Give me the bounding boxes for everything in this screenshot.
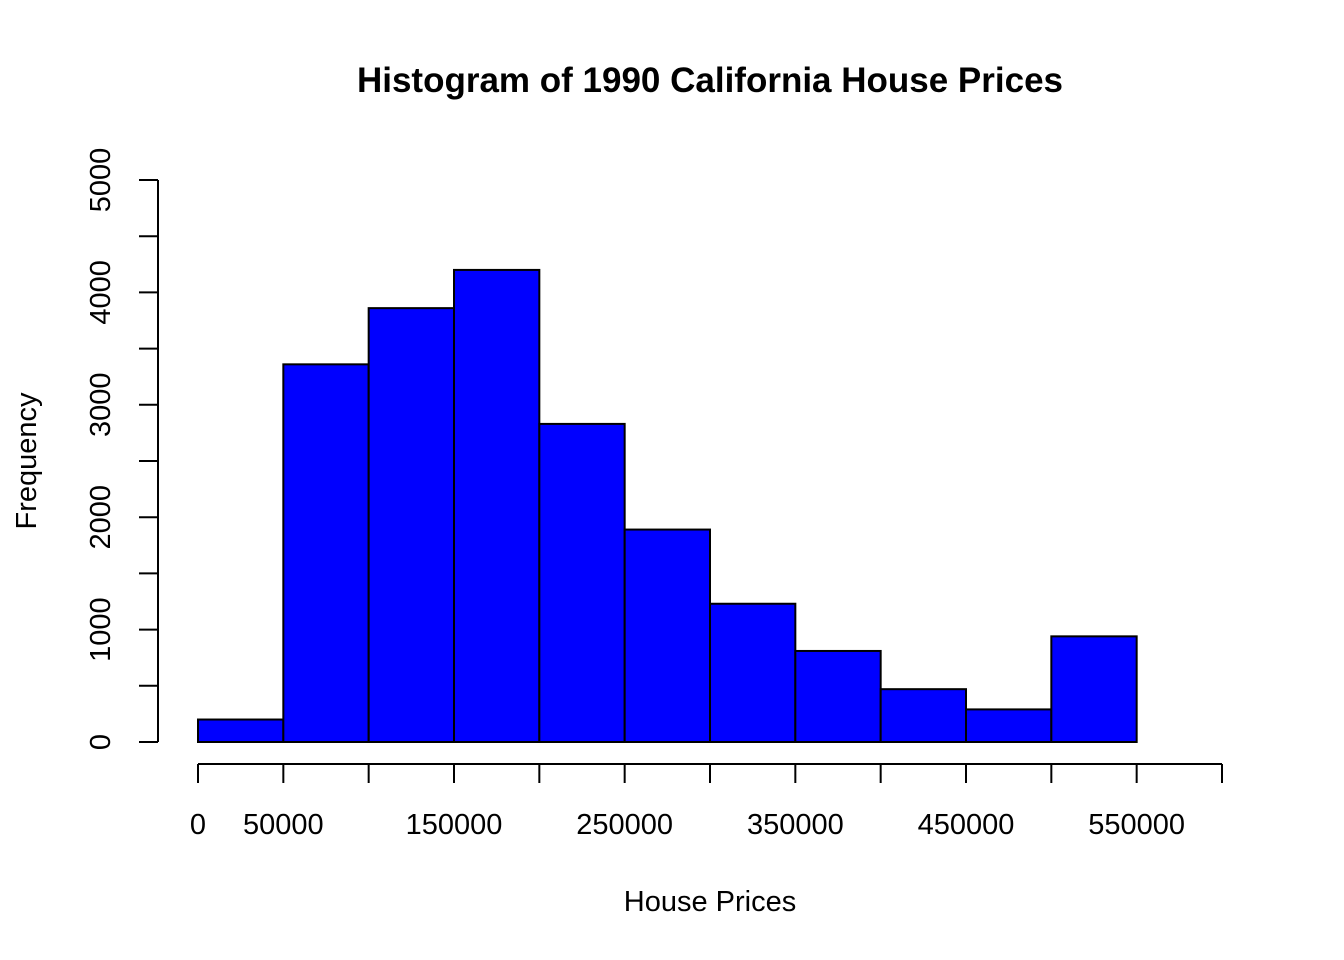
y-tick-label-2: 2000 [85,485,117,550]
histogram-bar-10 [1050,635,1138,743]
histogram-bar-6 [709,602,797,743]
x-tick-label-2: 150000 [406,809,503,841]
y-tick-label-4: 4000 [85,260,117,325]
y-tick-label-3: 3000 [85,373,117,438]
y-tick-label-5: 5000 [85,148,117,213]
histogram-bar-3 [453,268,541,743]
histogram-bar-0 [197,718,285,744]
histogram-bar-4 [538,422,626,743]
y-axis-label: Frequency [11,392,43,530]
x-axis: 0 50000 150000 250000 350000 450000 550000 [190,763,1223,841]
x-tick-label-6: 550000 [1088,809,1185,841]
histogram-bar-5 [623,528,712,744]
x-axis-label: House Prices [624,886,796,918]
y-tick-label-1: 1000 [85,597,117,662]
histogram-bar-8 [879,688,968,743]
histogram-bar-1 [282,363,370,743]
y-tick-label-0: 0 [85,734,117,750]
bars-group [197,268,1138,744]
histogram-bar-2 [367,307,455,743]
x-tick-label-0: 0 [190,809,206,841]
x-tick-label-1: 50000 [243,809,324,841]
x-tick-label-4: 350000 [747,809,844,841]
histogram-bar-7 [794,649,882,743]
chart-title: Histogram of 1990 California House Price… [357,61,1063,100]
histogram-bar-9 [965,708,1053,743]
x-tick-label-5: 450000 [918,809,1015,841]
x-tick-label-3: 250000 [576,809,673,841]
y-axis: 0 1000 2000 3000 4000 5000 [85,148,159,750]
